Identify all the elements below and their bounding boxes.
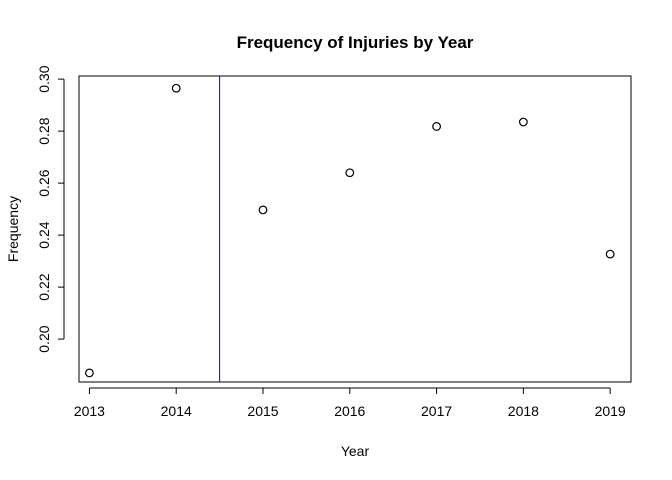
x-tick-label: 2015 (247, 403, 278, 419)
y-axis: 0.20 0.22 0.24 0.26 0.28 0.30 (36, 65, 65, 353)
x-tick-label: 2019 (595, 403, 626, 419)
x-tick-label: 2018 (508, 403, 539, 419)
y-tick-label: 0.30 (36, 65, 52, 92)
data-point (432, 122, 441, 131)
y-tick-label: 0.20 (36, 325, 52, 352)
x-tick-label: 2017 (421, 403, 452, 419)
chart-title: Frequency of Injuries by Year (237, 33, 474, 52)
marks (85, 76, 615, 382)
y-tick-label: 0.22 (36, 273, 52, 300)
y-axis-label: Frequency (5, 196, 21, 262)
y-tick-label: 0.26 (36, 169, 52, 196)
data-point (345, 168, 355, 178)
data-point (85, 368, 94, 378)
data-point (605, 249, 615, 259)
y-tick-label: 0.28 (36, 117, 52, 144)
data-point (258, 205, 268, 215)
x-axis-label: Year (341, 443, 370, 459)
x-axis: 2013 2014 2015 2016 2017 2018 2019 (74, 387, 626, 419)
x-tick-label: 2013 (74, 403, 105, 419)
y-tick-label: 0.24 (36, 221, 52, 248)
x-tick-label: 2014 (161, 403, 192, 419)
plot-frame (78, 75, 632, 383)
data-point (171, 83, 181, 93)
data-point (518, 117, 528, 127)
x-tick-label: 2016 (334, 403, 365, 419)
